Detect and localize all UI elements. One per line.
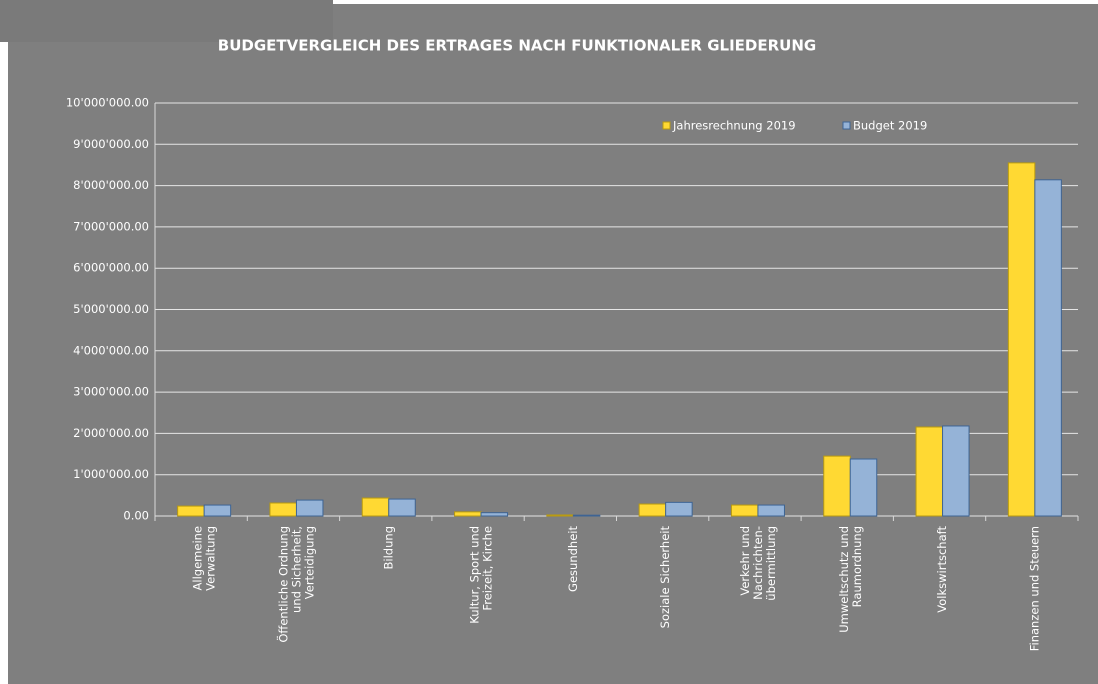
bar [203, 504, 232, 517]
bar [480, 512, 509, 517]
x-tick-label: Soziale Sicherheit [658, 526, 672, 629]
y-tick-label: 7'000'000.00 [73, 219, 149, 233]
legend-label: Budget 2019 [853, 119, 927, 133]
chart-background [8, 4, 1098, 684]
legend-swatch [842, 121, 851, 130]
bar [361, 497, 390, 517]
y-tick-label: 10'000'000.00 [66, 96, 149, 110]
x-tick-label: Kultur, Sport undFreizeit, Kirche [467, 526, 494, 624]
bar [454, 511, 482, 517]
x-tick-label: Volkswirtschaft [935, 526, 949, 613]
y-tick-label: 9'000'000.00 [73, 137, 149, 151]
y-tick-label: 2'000'000.00 [73, 426, 149, 440]
x-tick-label: Öffentliche Ordnungund Sicherheit,Vertei… [274, 526, 316, 643]
bar [638, 503, 667, 517]
bar [177, 505, 205, 517]
bar [388, 498, 416, 517]
x-tick-label: AllgemeineVerwaltung [190, 526, 217, 591]
y-tick-label: 0.00 [123, 509, 149, 523]
x-tick-label: Bildung [381, 526, 395, 569]
bar [823, 455, 851, 517]
y-tick-label: 4'000'000.00 [73, 343, 149, 357]
bar [757, 504, 785, 517]
bar [730, 504, 759, 517]
bar [849, 458, 878, 517]
bar [1007, 162, 1036, 517]
y-tick-label: 5'000'000.00 [73, 302, 149, 316]
bar [1034, 179, 1062, 517]
x-tick-label: Umweltschutz undRaumordnung [836, 526, 863, 633]
bar [942, 425, 970, 517]
y-tick-label: 1'000'000.00 [73, 467, 149, 481]
bar [572, 514, 601, 517]
bar [295, 499, 324, 517]
legend-label: Jahresrechnung 2019 [672, 119, 796, 133]
y-tick-label: 6'000'000.00 [73, 261, 149, 275]
y-tick-label: 8'000'000.00 [73, 178, 149, 192]
chart-title: BUDGETVERGLEICH DES ERTRAGES NACH FUNKTI… [218, 37, 816, 55]
bar [665, 501, 693, 517]
bar [546, 514, 574, 517]
bar [269, 502, 297, 517]
x-tick-label: Finanzen und Steuern [1027, 526, 1041, 651]
corner-panel [0, 0, 333, 42]
bar [915, 426, 944, 517]
y-tick-label: 3'000'000.00 [73, 385, 149, 399]
legend-swatch [662, 121, 671, 130]
x-tick-label: Gesundheit [566, 526, 580, 592]
x-tick-label: Verkehr undNachrichten-übermittlung [737, 526, 777, 601]
